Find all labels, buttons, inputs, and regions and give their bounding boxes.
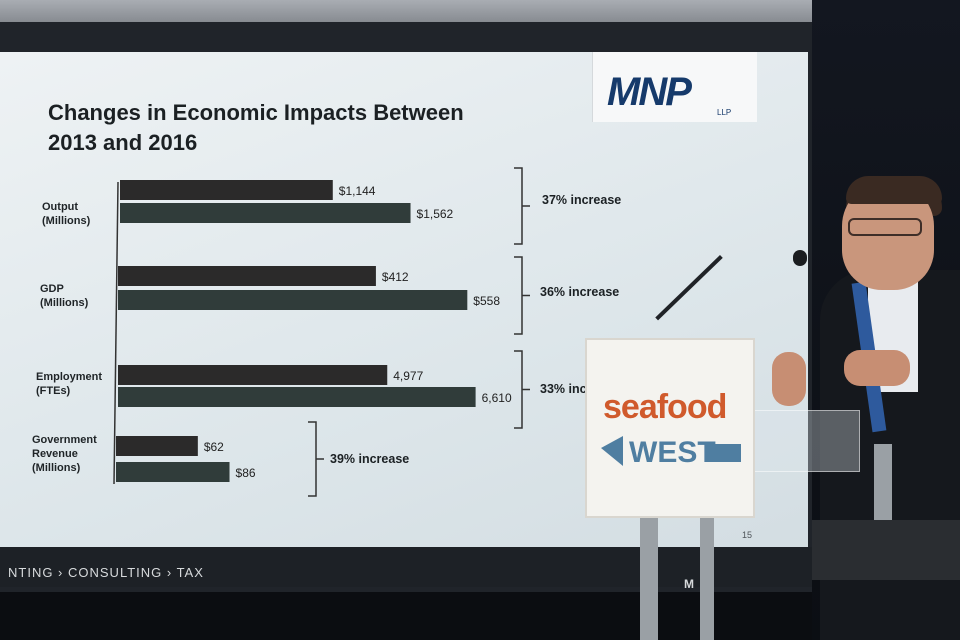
fish-fork-icon — [601, 436, 741, 466]
category-label-gdp: GDP (Millions) — [40, 283, 89, 309]
slide-page-number: 15 — [742, 530, 753, 540]
bar-3-1 — [116, 462, 230, 482]
bracket-3 — [308, 421, 324, 497]
logo-text: MNP — [607, 70, 692, 114]
category-label-output: Output (Millions) — [42, 201, 91, 227]
bar-value-label-3-1: $86 — [236, 466, 256, 480]
logo-subtext: LLP — [717, 108, 732, 117]
chart-axis — [113, 181, 119, 485]
bar-value-label-3-0: $62 — [204, 440, 224, 454]
slide-title: Changes in Economic Impacts Between 2013… — [48, 100, 464, 155]
bar-value-label-2-0: 4,977 — [393, 369, 423, 383]
bar-0-0 — [120, 180, 333, 200]
bar-value-label-1-1: $558 — [473, 294, 500, 308]
presenter-hand-left — [772, 352, 806, 406]
glass-lectern — [748, 410, 860, 472]
presenter-glasses — [848, 218, 922, 236]
category-label-employment: Employment (FTEs) — [36, 371, 103, 397]
presenter-hairline — [846, 176, 942, 204]
microphone-icon — [793, 250, 807, 266]
bar-2-0 — [118, 365, 388, 385]
bar-1-0 — [118, 266, 376, 286]
category-label-government: Government Revenue (Millions) — [32, 434, 97, 474]
company-logo: MNP LLP — [592, 52, 757, 122]
sign-seafood-text: seafood — [603, 388, 727, 426]
bar-2-1 — [118, 387, 476, 407]
bar-value-label-1-0: $412 — [382, 270, 409, 284]
bracket-1 — [514, 256, 530, 335]
slide-footer: NTING › CONSULTING › TAX M — [0, 547, 812, 591]
podium-sign: seafood WEST — [585, 338, 755, 518]
bar-1-1 — [118, 290, 468, 310]
annotation-government: 39% increase — [330, 452, 410, 466]
bar-value-label-0-1: $1,562 — [417, 207, 454, 221]
bracket-2 — [514, 350, 530, 429]
annotation-output: 37% increase — [542, 193, 622, 207]
bar-value-label-0-0: $1,144 — [339, 184, 376, 198]
podium-pole-right — [700, 512, 714, 640]
bracket-0 — [514, 167, 530, 245]
footer-code: M — [684, 577, 695, 591]
bar-value-label-2-1: 6,610 — [482, 391, 512, 405]
annotation-gdp: 36% increase — [540, 285, 620, 299]
sign-west-text: WEST — [629, 436, 716, 469]
stage-floor — [0, 592, 960, 640]
footer-services: NTING › CONSULTING › TAX — [8, 565, 204, 580]
bar-0-1 — [120, 203, 411, 223]
laptop — [812, 520, 960, 580]
bar-3-0 — [116, 436, 198, 456]
podium-pole-left — [640, 512, 658, 640]
stand-pole — [874, 444, 892, 530]
presenter-hand-right — [844, 350, 910, 386]
